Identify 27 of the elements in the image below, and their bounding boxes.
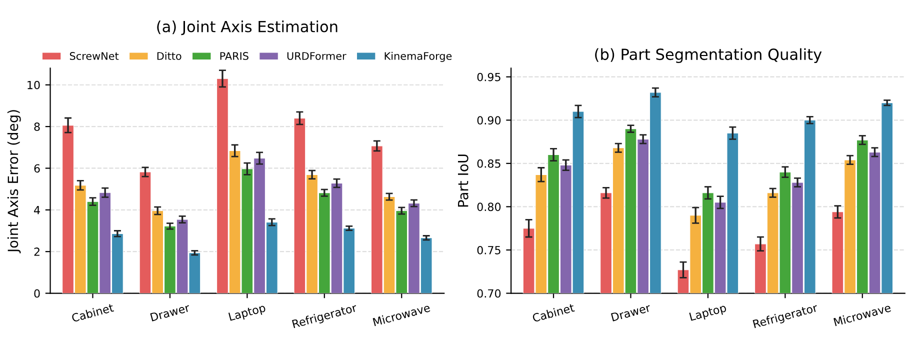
y-tick-label: 0.85 xyxy=(477,159,500,168)
legend-label: URDFormer xyxy=(287,52,346,60)
x-tick-label: Cabinet xyxy=(71,303,114,322)
x-tick-label: Cabinet xyxy=(532,303,575,322)
y-tick-label: 0.95 xyxy=(477,72,500,82)
x-tick-label: Drawer xyxy=(610,303,652,322)
y-tick-label: 0 xyxy=(34,289,40,298)
y-axis-title: Joint Axis Error (deg) xyxy=(7,110,21,254)
y-tick-label: 6 xyxy=(34,164,40,173)
y-tick-label: 0.90 xyxy=(477,116,501,125)
y-tick-label: 10 xyxy=(28,80,40,90)
x-tick-label: Drawer xyxy=(150,303,190,322)
x-tick-label: Laptop xyxy=(228,303,266,323)
y-axis-title: Part IoU xyxy=(458,154,468,207)
legend-label: Ditto xyxy=(157,52,182,60)
y-tick-label: 0.80 xyxy=(477,202,501,212)
chart-title: (b) Part Segmentation Quality xyxy=(595,48,822,64)
y-tick-label: 8 xyxy=(34,122,40,131)
x-tick-label: Laptop xyxy=(689,303,728,323)
y-tick-label: 4 xyxy=(34,206,40,214)
y-tick-label: 0.75 xyxy=(477,246,500,254)
legend-label: PARIS xyxy=(220,52,248,60)
legend-label: ScrewNet xyxy=(70,52,119,60)
chart-title: (a) Joint Axis Estimation xyxy=(157,20,338,36)
y-tick-label: 0.70 xyxy=(477,289,501,298)
legend-label: KinemaForge xyxy=(384,52,452,62)
y-tick-label: 2 xyxy=(34,248,40,256)
